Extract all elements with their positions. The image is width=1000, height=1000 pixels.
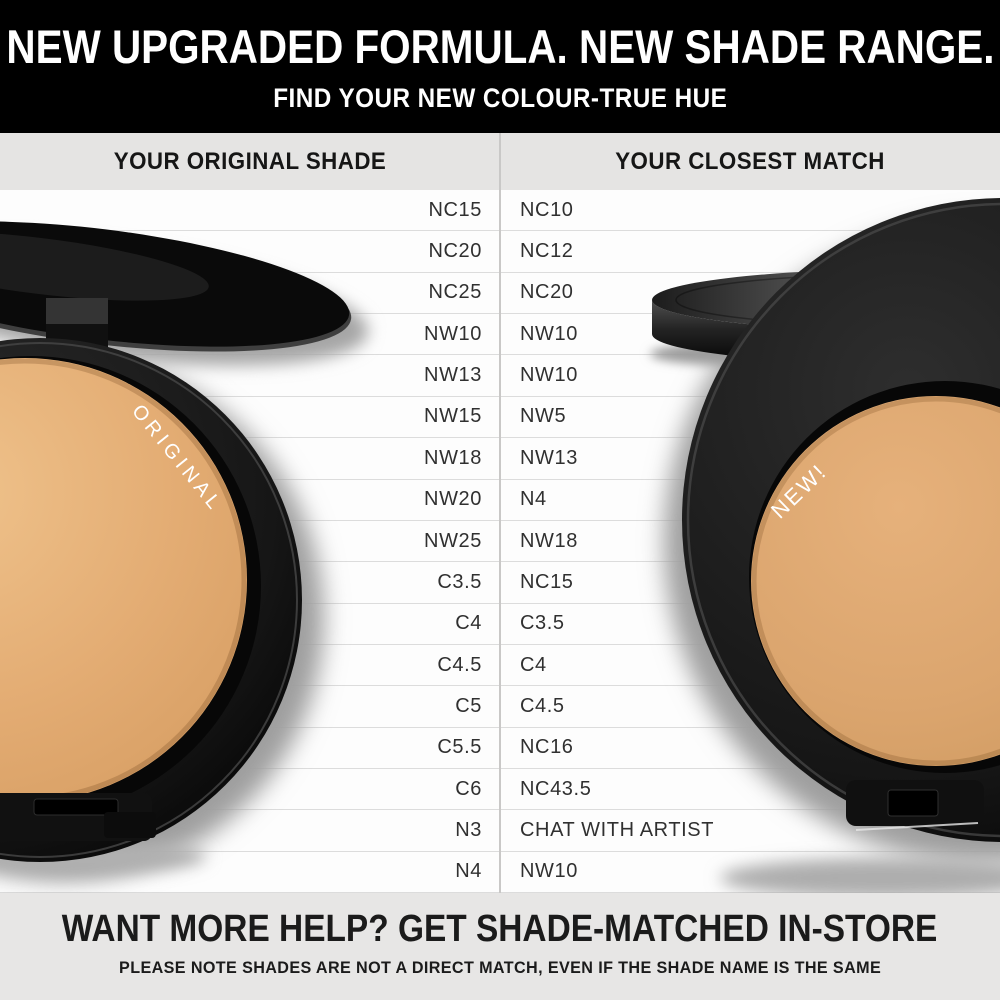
original-shade-cell: NC15 xyxy=(428,198,482,221)
original-shade-cell: NW13 xyxy=(424,364,482,387)
header-banner: NEW UPGRADED FORMULA. NEW SHADE RANGE. F… xyxy=(0,0,1000,133)
closest-match-cell: NW10 xyxy=(520,322,578,345)
original-shade-cell: NW10 xyxy=(424,322,482,345)
column-divider xyxy=(499,133,501,893)
left-compact-powder xyxy=(0,358,247,802)
closest-match-cell: NC43.5 xyxy=(520,777,592,800)
left-compact: ORIGINAL xyxy=(0,221,369,880)
closest-match-cell: NC15 xyxy=(520,570,574,593)
footer-headline: WANT MORE HELP? GET SHADE-MATCHED IN-STO… xyxy=(62,908,938,950)
closest-match-cell: NC10 xyxy=(520,198,574,221)
column-header-closest-match: YOUR CLOSEST MATCH xyxy=(615,147,885,175)
footer-banner: WANT MORE HELP? GET SHADE-MATCHED IN-STO… xyxy=(0,893,1000,1000)
original-shade-cell: C6 xyxy=(455,777,482,800)
right-compact-powder xyxy=(751,396,1000,766)
original-shade-cell: NC20 xyxy=(428,240,482,263)
right-compact-clasp xyxy=(846,780,984,831)
closest-match-cell: CHAT WITH ARTIST xyxy=(520,819,715,842)
subheadline: FIND YOUR NEW COLOUR-TRUE HUE xyxy=(272,83,728,113)
closest-match-cell: C3.5 xyxy=(520,612,565,635)
original-shade-cell: NW15 xyxy=(424,405,482,428)
original-shade-cell: NW18 xyxy=(424,446,482,469)
original-shade-cell: N3 xyxy=(455,819,482,842)
closest-match-cell: NW10 xyxy=(520,860,578,883)
headline: NEW UPGRADED FORMULA. NEW SHADE RANGE. xyxy=(5,20,995,73)
closest-match-cell: NC16 xyxy=(520,736,574,759)
closest-match-cell: NW5 xyxy=(520,405,567,428)
closest-match-cell: NW18 xyxy=(520,529,578,552)
original-shade-cell: C4.5 xyxy=(437,653,482,676)
column-header-original-shade: YOUR ORIGINAL SHADE xyxy=(113,147,387,175)
right-compact: NEW! xyxy=(650,198,1000,898)
closest-match-cell: NC20 xyxy=(520,281,574,304)
footer-note: PLEASE NOTE SHADES ARE NOT A DIRECT MATC… xyxy=(118,958,882,977)
original-shade-cell: C5.5 xyxy=(437,736,482,759)
closest-match-cell: N4 xyxy=(520,488,547,511)
closest-match-cell: NW10 xyxy=(520,364,578,387)
closest-match-cell: C4.5 xyxy=(520,694,565,717)
closest-match-cell: NW13 xyxy=(520,446,578,469)
left-compact-clasp xyxy=(0,793,156,841)
original-shade-cell: NW25 xyxy=(424,529,482,552)
original-shade-cell: C4 xyxy=(455,612,482,635)
original-shade-cell: N4 xyxy=(455,860,482,883)
original-shade-cell: NC25 xyxy=(428,281,482,304)
closest-match-cell: NC12 xyxy=(520,240,574,263)
original-shade-cell: C3.5 xyxy=(437,570,482,593)
closest-match-cell: C4 xyxy=(520,653,547,676)
original-shade-cell: C5 xyxy=(455,694,482,717)
original-shade-cell: NW20 xyxy=(424,488,482,511)
